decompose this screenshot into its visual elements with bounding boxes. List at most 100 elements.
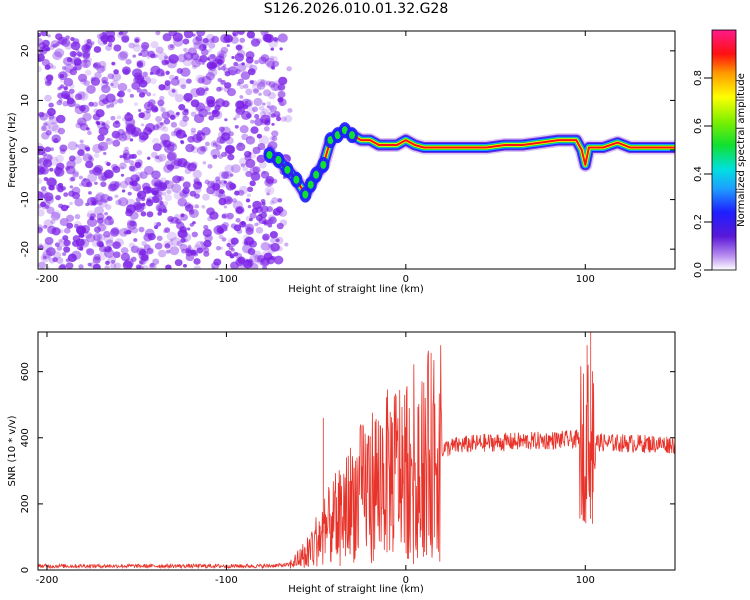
noise-point (172, 175, 182, 184)
noise-point (117, 98, 124, 104)
noise-point (214, 189, 224, 198)
noise-point (63, 227, 71, 234)
noise-point (98, 99, 106, 107)
noise-point (218, 197, 227, 206)
noise-point (74, 93, 83, 101)
spectrogram-x-axis: -200 -100 0 100 (36, 31, 595, 285)
noise-point (249, 263, 259, 269)
noise-point (271, 130, 279, 137)
noise-point (93, 226, 101, 233)
noise-point (93, 253, 101, 261)
noise-point (163, 139, 173, 148)
tone-blob (266, 150, 273, 159)
noise-point (101, 175, 108, 181)
noise-point (152, 190, 158, 196)
noise-point (58, 238, 63, 244)
noise-point (83, 177, 87, 182)
noise-point (45, 74, 54, 82)
noise-point (245, 258, 249, 262)
noise-point (128, 42, 135, 49)
noise-point (102, 198, 108, 204)
noise-point (113, 251, 121, 259)
noise-point (126, 198, 136, 208)
noise-point (256, 133, 263, 139)
noise-point (267, 104, 274, 111)
noise-point (98, 242, 104, 248)
noise-point (133, 102, 138, 106)
noise-point (201, 145, 208, 152)
noise-point (146, 198, 152, 203)
noise-point (70, 36, 75, 42)
noise-point (244, 154, 252, 161)
noise-point (270, 83, 280, 92)
noise-point (139, 171, 148, 179)
x-tick-label: -200 (36, 575, 59, 586)
x-tick-label: 100 (576, 575, 595, 586)
noise-point (211, 109, 220, 118)
noise-point (265, 176, 275, 184)
noise-point (235, 252, 243, 260)
noise-point (228, 69, 236, 76)
tone-blob (313, 170, 320, 179)
noise-point (260, 205, 269, 214)
noise-point (159, 95, 165, 101)
noise-point (114, 238, 124, 247)
noise-point (105, 35, 112, 42)
noise-point (142, 265, 149, 269)
noise-point (78, 143, 87, 152)
noise-point (69, 68, 78, 76)
noise-point (113, 262, 122, 269)
noise-point (97, 141, 109, 152)
noise-point (248, 102, 253, 107)
noise-point (134, 38, 140, 43)
noise-point (49, 147, 54, 152)
noise-point (218, 126, 225, 132)
noise-point (45, 247, 56, 256)
chart-title: S126.2026.010.01.32.G28 (263, 1, 449, 17)
noise-point (155, 155, 160, 160)
noise-point (118, 31, 123, 36)
noise-point (86, 181, 93, 188)
noise-point (112, 120, 121, 129)
noise-point (235, 217, 241, 223)
tone-blob (334, 131, 341, 140)
noise-point (260, 241, 271, 251)
noise-point (40, 31, 48, 37)
noise-point (152, 137, 160, 145)
noise-point (252, 88, 259, 94)
noise-point (69, 83, 75, 89)
noise-point (218, 188, 225, 194)
noise-point (117, 90, 125, 98)
colorbar-label: Normalized spectral amplitude (736, 73, 747, 227)
noise-point (79, 139, 84, 144)
noise-point (211, 262, 220, 269)
noise-point (47, 34, 51, 38)
tone-blob (327, 136, 334, 145)
noise-point (236, 82, 241, 86)
noise-point (132, 44, 142, 52)
noise-point (111, 130, 121, 139)
noise-point (260, 212, 268, 219)
noise-point (201, 243, 208, 250)
noise-point (66, 57, 73, 63)
noise-point (121, 132, 131, 141)
noise-point (190, 87, 201, 98)
noise-point (119, 180, 128, 189)
noise-point (152, 143, 162, 152)
noise-point (106, 138, 110, 142)
noise-point (230, 164, 241, 174)
noise-point (245, 198, 251, 203)
noise-point (153, 53, 159, 59)
noise-point (248, 217, 253, 222)
noise-point (174, 214, 181, 220)
noise-point (247, 205, 252, 209)
noise-point (158, 208, 163, 212)
noise-point (38, 53, 45, 62)
noise-point (262, 233, 270, 241)
noise-point (74, 103, 80, 109)
noise-point (204, 179, 210, 185)
noise-point (38, 164, 45, 174)
noise-point (86, 85, 96, 94)
noise-point (221, 100, 230, 108)
noise-point (42, 255, 47, 260)
